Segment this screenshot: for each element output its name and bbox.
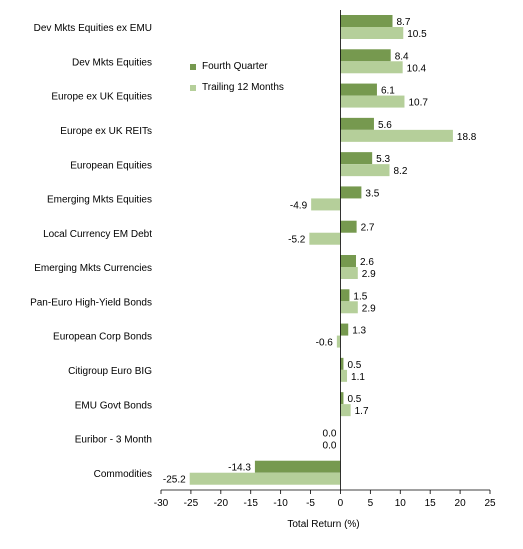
category-label: Local Currency EM Debt: [43, 229, 152, 240]
data-label: 1.3: [352, 326, 366, 337]
x-tick-label: -10: [273, 498, 288, 509]
data-label: 0.5: [347, 360, 361, 371]
data-label: -0.6: [316, 338, 334, 349]
bar-fourth-quarter: [340, 49, 391, 62]
data-label: 10.7: [408, 98, 428, 109]
legend-item-trailing-12-months: Trailing 12 Months: [190, 82, 284, 93]
bar-fourth-quarter: [340, 255, 357, 267]
bar-trailing-12-months: [340, 129, 453, 142]
category-label: Pan-Euro High-Yield Bonds: [30, 297, 152, 308]
bar-fourth-quarter: [340, 186, 362, 199]
category-label: Emerging Mkts Currencies: [34, 263, 152, 274]
x-tick-label: -15: [244, 498, 259, 509]
legend-swatch-trailing-12-months: [190, 84, 196, 91]
x-tick-label: 15: [425, 498, 437, 509]
category-label: EMU Govt Bonds: [75, 400, 152, 411]
category-label: Euribor - 3 Month: [75, 435, 152, 446]
data-label: -25.2: [163, 475, 186, 486]
data-label: -14.3: [228, 463, 251, 474]
x-tick-label: 10: [395, 498, 407, 509]
bar-fourth-quarter: [340, 323, 349, 336]
category-label: European Corp Bonds: [53, 332, 152, 343]
data-label: 3.5: [365, 188, 379, 199]
category-label: Citigroup Euro BIG: [68, 366, 152, 377]
data-label: 0.0: [323, 428, 337, 439]
data-label: 1.7: [355, 406, 369, 417]
legend-item-fourth-quarter: Fourth Quarter: [190, 61, 284, 72]
bar-fourth-quarter: [340, 83, 377, 96]
legend: Fourth Quarter Trailing 12 Months: [190, 61, 284, 103]
data-label: 2.9: [362, 303, 376, 314]
bar-trailing-12-months: [340, 369, 348, 382]
data-label: 2.7: [361, 223, 375, 234]
bar-trailing-12-months: [340, 27, 404, 39]
x-tick-label: -20: [214, 498, 229, 509]
bar-fourth-quarter: [254, 460, 341, 473]
data-label: 5.3: [376, 154, 390, 165]
x-axis-title: Total Return (%): [287, 519, 359, 530]
data-label: -4.9: [290, 200, 308, 211]
category-label: Dev Mkts Equities ex EMU: [34, 23, 152, 34]
bar-fourth-quarter: [340, 220, 357, 233]
bar-fourth-quarter: [340, 117, 374, 130]
bar-trailing-12-months: [340, 95, 405, 108]
bar-trailing-12-months: [340, 164, 390, 177]
legend-swatch-fourth-quarter: [190, 63, 196, 70]
legend-label-fourth-quarter: Fourth Quarter: [202, 61, 268, 72]
bar-fourth-quarter: [340, 15, 393, 27]
data-label: 0.0: [323, 440, 337, 451]
bar-fourth-quarter: [340, 289, 350, 302]
data-label: 18.8: [457, 132, 477, 143]
data-label: -5.2: [288, 235, 306, 246]
category-label: Europe ex UK Equities: [51, 92, 152, 103]
x-tick-label: -30: [154, 498, 169, 509]
bar-trailing-12-months: [340, 267, 358, 279]
category-label: Dev Mkts Equities: [72, 57, 152, 68]
data-label: 2.6: [360, 257, 374, 268]
data-label: 10.5: [407, 29, 427, 40]
bar-trailing-12-months: [311, 198, 341, 211]
x-tick-label: 5: [368, 498, 374, 509]
x-tick-label: -5: [306, 498, 315, 509]
category-label: European Equities: [70, 160, 152, 171]
data-label: 1.5: [353, 291, 367, 302]
bar-trailing-12-months: [336, 335, 341, 348]
data-label: 8.2: [394, 166, 408, 177]
bar-trailing-12-months: [340, 301, 358, 314]
bar-fourth-quarter: [340, 152, 373, 165]
x-tick-label: 25: [484, 498, 496, 509]
data-label: 10.4: [407, 63, 427, 74]
data-label: 0.5: [347, 394, 361, 405]
legend-label-trailing-12-months: Trailing 12 Months: [202, 82, 284, 93]
x-tick-label: -25: [184, 498, 199, 509]
x-tick-label: 20: [455, 498, 467, 509]
bar-trailing-12-months: [189, 472, 341, 485]
bar-fourth-quarter: [340, 392, 344, 405]
bar-trailing-12-months: [309, 232, 341, 245]
bar-fourth-quarter: [340, 357, 344, 370]
bar-trailing-12-months: [340, 404, 351, 417]
data-label: 6.1: [381, 86, 395, 97]
data-label: 2.9: [362, 269, 376, 280]
data-label: 5.6: [378, 120, 392, 131]
data-label: 1.1: [351, 372, 365, 383]
data-label: 8.7: [396, 17, 410, 28]
category-label: Emerging Mkts Equities: [47, 195, 152, 206]
bar-trailing-12-months: [340, 61, 403, 74]
data-label: 8.4: [395, 51, 409, 62]
category-label: Europe ex UK REITs: [60, 126, 152, 137]
x-tick-label: 0: [338, 498, 344, 509]
category-label: Commodities: [94, 469, 152, 480]
